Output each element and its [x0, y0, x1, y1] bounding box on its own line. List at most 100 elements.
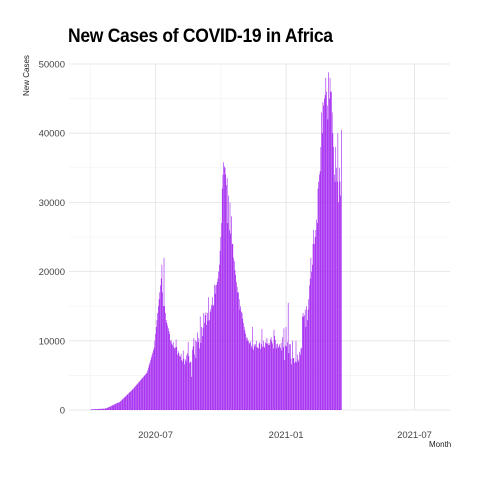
bar: [238, 292, 239, 410]
bar: [222, 174, 224, 410]
bar: [221, 188, 223, 410]
bar: [103, 408, 105, 410]
bar: [223, 162, 224, 410]
bar: [119, 401, 121, 410]
bar: [187, 353, 188, 410]
bar: [219, 264, 220, 410]
bar: [303, 316, 305, 410]
bar: [332, 133, 334, 410]
bar: [209, 311, 211, 410]
bar: [148, 365, 150, 410]
bar: [106, 407, 108, 410]
bar: [253, 344, 255, 410]
bar: [155, 333, 156, 410]
bar: [105, 408, 107, 410]
bar: [243, 322, 244, 410]
bar: [338, 202, 339, 410]
bar: [267, 343, 268, 410]
bar: [306, 306, 307, 410]
bar: [246, 337, 247, 410]
bar: [177, 354, 178, 410]
bar: [329, 77, 331, 410]
bar: [128, 392, 130, 410]
bar: [231, 243, 233, 410]
bar: [139, 380, 141, 410]
bar: [285, 345, 286, 410]
bar: [192, 349, 193, 410]
bar: [170, 340, 171, 410]
bar: [205, 312, 207, 410]
bar: [206, 324, 207, 410]
bar: [251, 347, 253, 410]
bar: [282, 347, 284, 410]
bar: [197, 332, 198, 410]
bar: [184, 364, 185, 410]
bar: [122, 398, 124, 410]
bar: [156, 320, 158, 410]
y-tick-label: 40000: [39, 129, 65, 140]
bar: [230, 233, 232, 410]
bar: [280, 342, 282, 410]
bar: [93, 409, 95, 410]
bar: [212, 306, 214, 410]
bar: [118, 402, 119, 410]
bar: [203, 313, 205, 410]
bar: [157, 313, 158, 410]
bar: [320, 147, 322, 411]
bar: [319, 174, 320, 410]
bar: [180, 353, 182, 410]
bar: [185, 359, 186, 410]
bar: [337, 133, 339, 410]
bar: [275, 348, 277, 410]
x-tick-label: 2021-01: [269, 430, 304, 441]
bar: [160, 278, 162, 410]
bar: [294, 362, 295, 410]
bar: [323, 105, 324, 411]
bar: [187, 342, 189, 410]
bar: [294, 361, 296, 410]
bar: [336, 181, 338, 410]
bar: [121, 399, 123, 410]
bar: [190, 362, 192, 410]
bar: [327, 119, 329, 411]
bar: [201, 326, 202, 410]
bar: [207, 320, 209, 410]
bar: [307, 320, 308, 410]
bar: [108, 407, 109, 410]
bar: [261, 329, 263, 410]
bar: [255, 340, 257, 410]
bar: [123, 398, 124, 410]
bar: [307, 309, 309, 410]
bar: [340, 195, 341, 410]
bar: [134, 386, 136, 410]
bar: [295, 340, 297, 410]
bar: [158, 299, 160, 410]
bar: [331, 112, 333, 410]
bar: [114, 404, 115, 410]
bar: [153, 350, 154, 410]
x-tick-label: 2020-07: [138, 430, 173, 441]
bar: [250, 345, 252, 410]
bar: [143, 375, 145, 410]
x-tick-label: 2021-07: [397, 430, 432, 441]
bar: [324, 98, 325, 410]
bar: [331, 91, 332, 411]
bar: [90, 409, 92, 410]
bar: [140, 380, 141, 410]
bar: [333, 147, 334, 411]
bar: [330, 91, 332, 411]
bar: [91, 409, 92, 410]
bar: [289, 344, 290, 410]
bar: [120, 401, 122, 410]
bar: [280, 347, 281, 410]
bar: [155, 326, 157, 410]
bar: [121, 400, 122, 410]
bar: [163, 306, 164, 410]
bar: [142, 377, 144, 410]
bar: [183, 358, 185, 410]
bar: [305, 326, 307, 410]
bar: [94, 409, 96, 410]
y-tick-label: 20000: [39, 267, 65, 278]
bar: [113, 404, 114, 410]
